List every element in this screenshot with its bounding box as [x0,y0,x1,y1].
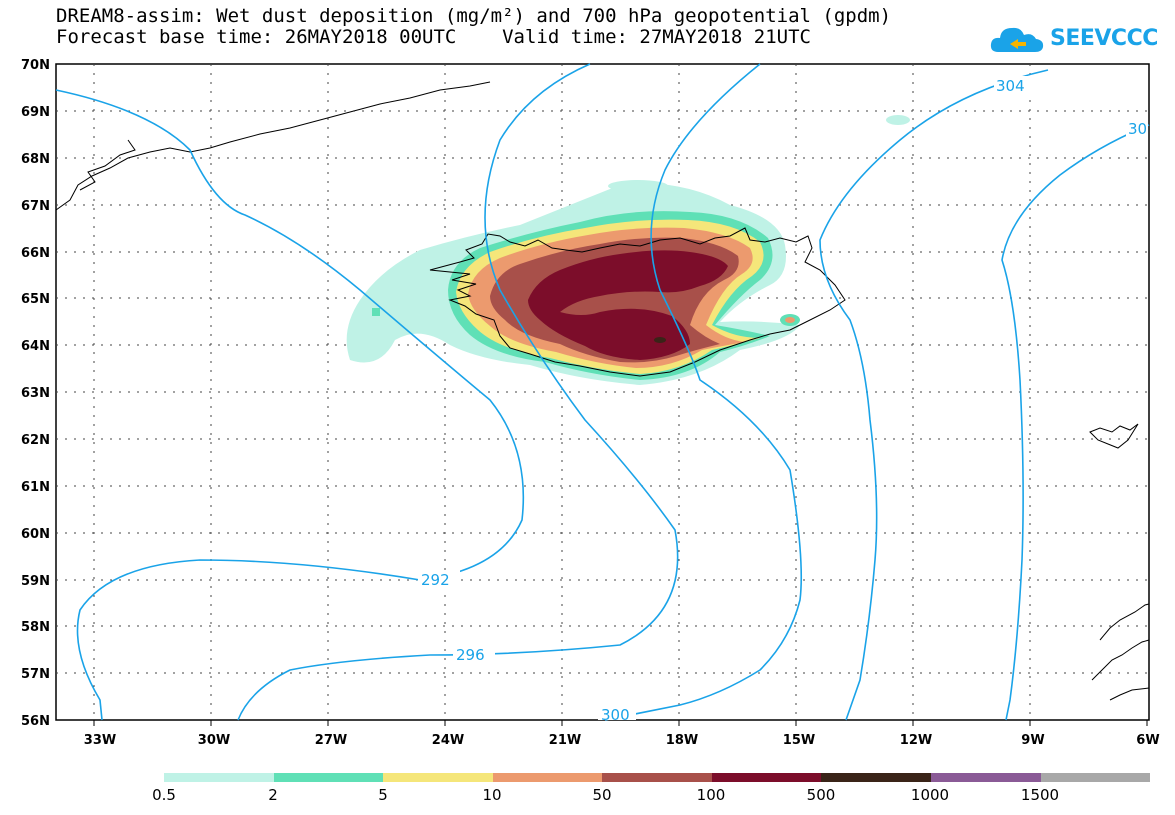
color-legend [164,773,1151,782]
axis-ticks [93,720,1148,726]
geopotential-contours [55,63,1150,721]
contour-line [55,89,525,721]
longitude-labels: 33W 30W 27W 24W 21W 18W 15W 12W 9W 6W [84,733,1160,748]
lat-label: 70N [21,58,50,73]
lon-label: 12W [900,733,932,748]
lon-label: 18W [666,733,698,748]
lon-label: 6W [1136,733,1159,748]
dust-deposition-field [346,115,910,385]
lat-label: 61N [21,480,50,495]
lat-label: 64N [21,339,50,354]
contour-line [819,69,1049,721]
lat-label: 69N [21,105,50,120]
legend-swatch [930,773,1041,782]
legend-swatch [821,773,931,782]
graticule [56,64,1149,720]
lat-label: 57N [21,667,50,682]
legend-label: 0.5 [152,786,176,804]
coastlines [55,81,1150,701]
lon-label: 15W [783,733,815,748]
legend-swatch [273,773,384,782]
cloud-icon [990,27,1044,52]
lat-label: 60N [21,527,50,542]
legend-swatch [383,773,493,782]
legend-label: 1500 [1020,786,1060,804]
lat-label: 66N [21,246,50,261]
map-title: DREAM8-assim: Wet dust deposition (mg/m²… [56,5,892,27]
legend-label: 500 [806,786,836,804]
lat-label: 65N [21,292,50,307]
contour-label-30: 30 [1128,120,1147,138]
seevccc-logo: SEEVCCC [988,18,1158,62]
contour-label-296: 296 [456,646,485,664]
lat-label: 63N [21,386,50,401]
lon-label: 27W [315,733,347,748]
latitude-labels: 70N 69N 68N 67N 66N 65N 64N 63N 62N 61N … [21,58,50,729]
lon-label: 33W [84,733,116,748]
lon-label: 21W [549,733,581,748]
map-subtitle: Forecast base time: 26MAY2018 00UTC Vali… [56,26,811,48]
lat-label: 62N [21,433,50,448]
legend-label: 2 [268,786,278,804]
lat-label: 56N [21,714,50,729]
logo-text: SEEVCCC [1050,26,1158,51]
legend-swatch [711,773,822,782]
legend-label: 1000 [910,786,950,804]
lat-label: 68N [21,152,50,167]
contour-label-300: 300 [601,706,630,724]
lat-label: 67N [21,199,50,214]
lon-label: 24W [432,733,464,748]
contour-labels: 292 296 300 304 30 [418,76,1148,724]
legend-label: 100 [696,786,726,804]
contour-line [604,63,803,721]
legend-swatch [492,773,603,782]
lon-label: 30W [198,733,230,748]
lat-label: 59N [21,574,50,589]
lon-label: 9W [1021,733,1044,748]
lat-label: 58N [21,620,50,635]
legend-swatch [164,773,274,782]
contour-line [1001,124,1150,721]
legend-label: 50 [592,786,612,804]
contour-line [237,63,679,721]
contour-label-304: 304 [996,77,1025,95]
legend-label: 5 [378,786,388,804]
legend-label: 10 [482,786,502,804]
legend-swatch [1040,773,1151,782]
legend-swatch [602,773,712,782]
contour-label-292: 292 [421,571,450,589]
